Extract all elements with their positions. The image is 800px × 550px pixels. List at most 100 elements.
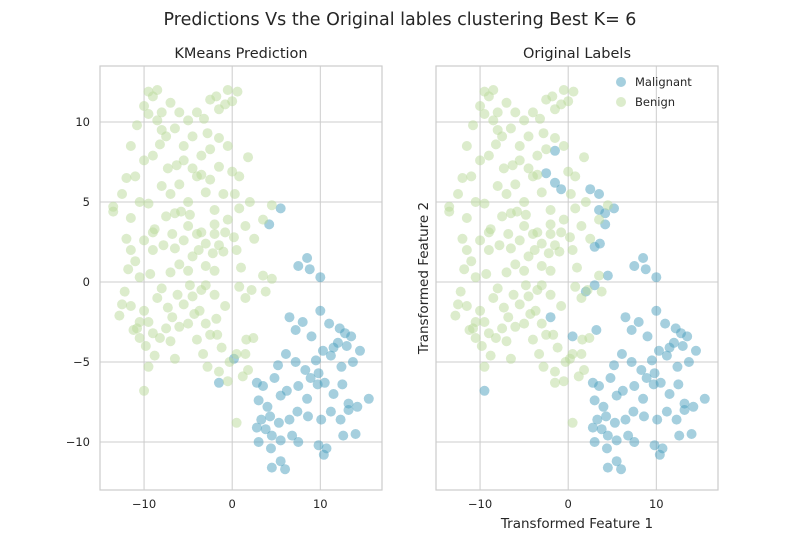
- data-point-benign: [132, 323, 143, 334]
- data-point-malignant: [253, 395, 264, 406]
- legend-label: Malignant: [635, 75, 692, 89]
- data-point-malignant: [611, 435, 622, 446]
- data-point-benign: [580, 197, 591, 207]
- data-point-benign: [244, 197, 255, 207]
- data-point-malignant: [664, 389, 675, 399]
- data-point-benign: [514, 299, 525, 310]
- data-point-malignant: [638, 393, 649, 404]
- data-point-malignant: [275, 435, 286, 446]
- data-point-benign: [191, 229, 202, 239]
- data-point-benign: [498, 302, 509, 313]
- data-point-benign: [139, 305, 150, 316]
- data-point-benign: [178, 155, 189, 166]
- data-point-malignant: [638, 253, 649, 263]
- data-point-benign: [497, 211, 508, 222]
- data-point-benign: [178, 299, 189, 310]
- data-point-malignant: [281, 385, 292, 396]
- data-point-malignant: [661, 350, 672, 361]
- data-point-benign: [536, 318, 547, 329]
- legend-marker-benign: [616, 97, 626, 107]
- data-point-benign: [568, 86, 579, 97]
- data-point-benign: [130, 171, 141, 182]
- data-point-malignant: [315, 305, 326, 316]
- data-point-malignant: [328, 389, 339, 399]
- data-point-benign: [519, 197, 530, 207]
- data-point-benign: [229, 189, 240, 199]
- data-point-malignant: [273, 360, 284, 371]
- data-point-benign: [125, 245, 136, 255]
- y-tick-label: −10: [66, 435, 90, 449]
- data-point-benign: [510, 259, 521, 270]
- data-point-benign: [494, 240, 505, 251]
- data-point-benign: [453, 189, 464, 199]
- data-point-benign: [538, 361, 549, 372]
- data-point-benign: [576, 293, 587, 303]
- data-point-benign: [240, 293, 251, 303]
- data-point-benign: [585, 233, 596, 244]
- data-point-benign: [532, 150, 543, 161]
- data-point-malignant: [626, 357, 637, 367]
- data-point-benign: [552, 342, 563, 353]
- data-point-benign: [165, 267, 176, 278]
- data-point-benign: [140, 341, 151, 351]
- data-point-benign: [534, 349, 545, 359]
- data-point-benign: [258, 214, 269, 225]
- data-point-benign: [492, 125, 503, 135]
- data-point-benign: [149, 350, 160, 361]
- data-point-benign: [139, 385, 150, 396]
- data-point-benign: [246, 285, 257, 295]
- data-point-malignant: [679, 405, 690, 415]
- data-point-benign: [488, 293, 499, 303]
- data-point-benign: [479, 361, 490, 372]
- data-point-malignant: [292, 406, 303, 417]
- data-point-benign: [227, 166, 238, 177]
- data-point-benign: [545, 229, 556, 239]
- axes-title: Original Labels: [523, 46, 631, 62]
- data-point-benign: [174, 259, 185, 270]
- data-point-benign: [444, 206, 455, 217]
- data-point-benign: [492, 283, 503, 294]
- data-point-benign: [234, 171, 245, 182]
- data-point-benign: [139, 155, 150, 166]
- data-point-malignant: [315, 272, 326, 283]
- data-point-malignant: [302, 411, 313, 422]
- data-point-malignant: [304, 264, 315, 275]
- data-point-benign: [470, 272, 481, 283]
- data-point-malignant: [686, 429, 697, 439]
- data-point-malignant: [556, 184, 567, 195]
- data-point-benign: [543, 248, 554, 259]
- data-point-benign: [143, 86, 154, 97]
- data-point-benign: [567, 417, 578, 428]
- data-point-malignant: [671, 414, 682, 425]
- data-point-benign: [549, 366, 560, 377]
- data-point-benign: [541, 329, 552, 340]
- data-point-malignant: [623, 430, 634, 441]
- data-point-benign: [545, 265, 556, 276]
- data-point-benign: [236, 262, 246, 273]
- data-point-benign: [220, 227, 231, 238]
- data-point-benign: [501, 267, 512, 278]
- data-point-malignant: [587, 377, 598, 388]
- data-point-malignant: [251, 377, 262, 388]
- data-point-benign: [457, 173, 468, 183]
- data-point-benign: [207, 248, 218, 259]
- data-point-malignant: [262, 401, 273, 412]
- data-point-benign: [178, 235, 189, 246]
- data-point-benign: [527, 107, 538, 118]
- data-point-malignant: [616, 464, 627, 475]
- data-point-benign: [476, 341, 487, 351]
- data-point-benign: [536, 280, 547, 291]
- data-point-benign: [152, 85, 163, 95]
- legend: Malignant Benign: [616, 75, 692, 109]
- data-point-benign: [519, 265, 530, 276]
- data-point-malignant: [629, 381, 640, 391]
- data-point-malignant: [266, 430, 277, 441]
- data-point-benign: [461, 301, 472, 311]
- data-point-malignant: [325, 406, 336, 417]
- data-point-benign: [176, 206, 187, 217]
- data-point-benign: [212, 329, 223, 340]
- data-point-malignant: [642, 331, 653, 342]
- data-point-benign: [134, 333, 145, 343]
- data-point-benign: [510, 321, 521, 332]
